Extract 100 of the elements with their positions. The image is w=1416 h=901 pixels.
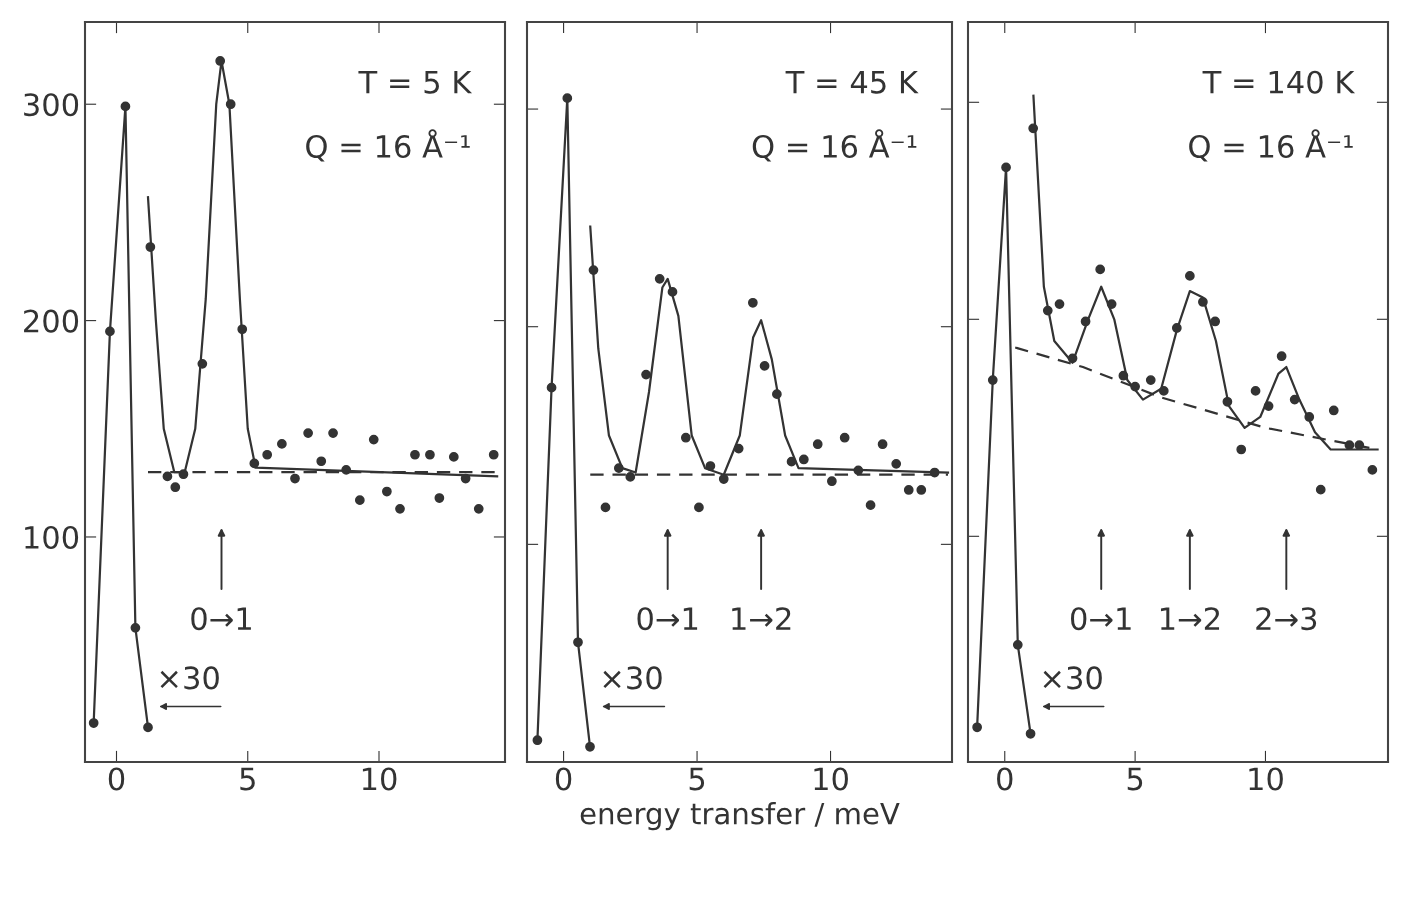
point (1106, 299, 1117, 309)
point (1276, 351, 1287, 362)
point (625, 472, 636, 482)
point (1042, 305, 1053, 316)
y-tick-label: 100 (25, 525, 79, 550)
point (1171, 323, 1182, 333)
point (1080, 316, 1091, 327)
point (145, 242, 156, 252)
x-tick-label: 5 (689, 767, 705, 791)
point (654, 273, 665, 284)
annotation: Q = 16 Å⁻¹ (1189, 129, 1353, 162)
point (410, 449, 420, 460)
annotation: T = 140 K (1202, 70, 1356, 94)
point (532, 735, 543, 746)
point (588, 265, 599, 275)
point (839, 432, 850, 443)
annotation: Q = 16 Å⁻¹ (752, 129, 917, 162)
point (613, 463, 624, 474)
point (354, 495, 365, 506)
point (225, 99, 236, 110)
point (460, 473, 471, 484)
point (877, 439, 888, 450)
point (562, 93, 573, 104)
point (667, 287, 678, 297)
point (573, 637, 583, 648)
point (585, 741, 595, 752)
y-tick-label: 200 (24, 309, 79, 333)
point (434, 493, 445, 503)
point (641, 369, 651, 380)
point (1054, 299, 1065, 309)
point (120, 101, 131, 112)
point (316, 456, 327, 467)
point (277, 439, 287, 449)
y-tick-label: 300 (24, 93, 79, 117)
annotation: 1→2 (1160, 607, 1220, 630)
point (891, 458, 902, 469)
point (1118, 370, 1129, 381)
annotation: 1→2 (732, 607, 791, 630)
x-tick-label: 5 (1127, 767, 1143, 791)
point (1158, 386, 1169, 396)
point (1304, 412, 1315, 422)
annotation: 2→3 (1256, 607, 1317, 631)
point (130, 622, 141, 633)
annotation: 0→1 (191, 607, 251, 631)
point (772, 389, 782, 400)
point (448, 452, 459, 462)
point (303, 428, 313, 438)
point (1001, 162, 1011, 173)
point (143, 722, 153, 733)
point (1315, 484, 1326, 495)
x-tick-label: 10 (1249, 767, 1283, 791)
point (1222, 396, 1233, 407)
point (903, 485, 914, 495)
x-tick-label: 10 (814, 767, 848, 791)
point (368, 434, 379, 445)
point (546, 382, 557, 393)
point (865, 500, 876, 511)
point (705, 461, 716, 471)
point (812, 439, 823, 450)
annotation: ×30 (160, 666, 219, 690)
point (1263, 401, 1274, 411)
point (1095, 264, 1106, 275)
point (1130, 381, 1140, 392)
point (853, 465, 864, 476)
point (1250, 386, 1261, 396)
point (88, 718, 99, 728)
point (237, 324, 248, 335)
point (747, 297, 758, 308)
point (178, 469, 189, 480)
point (718, 474, 729, 484)
point (425, 449, 435, 460)
annotation: T = 45 K (785, 71, 919, 94)
point (395, 503, 405, 514)
point (786, 456, 797, 467)
point (105, 326, 115, 337)
point (382, 486, 392, 497)
point (987, 375, 998, 385)
point (488, 449, 499, 460)
point (328, 428, 338, 438)
x-tick-label: 0 (108, 767, 125, 791)
point (798, 454, 809, 465)
x-axis-title: energy transfer / meV (580, 801, 900, 831)
x-tick-label: 0 (997, 767, 1013, 791)
point (1012, 639, 1023, 650)
point (1289, 394, 1300, 405)
point (1145, 375, 1156, 385)
x-tick-label: 0 (555, 767, 572, 791)
annotation: ×30 (1043, 666, 1102, 690)
point (1236, 444, 1247, 455)
point (1367, 465, 1378, 475)
point (215, 56, 226, 66)
point (290, 473, 300, 484)
x-tick-label: 10 (362, 767, 397, 791)
point (929, 467, 940, 478)
point (170, 482, 181, 493)
point (916, 485, 927, 495)
annotation: 0→1 (637, 607, 698, 631)
point (1028, 123, 1039, 134)
point (972, 722, 982, 733)
x-tick-label: 5 (240, 767, 255, 791)
